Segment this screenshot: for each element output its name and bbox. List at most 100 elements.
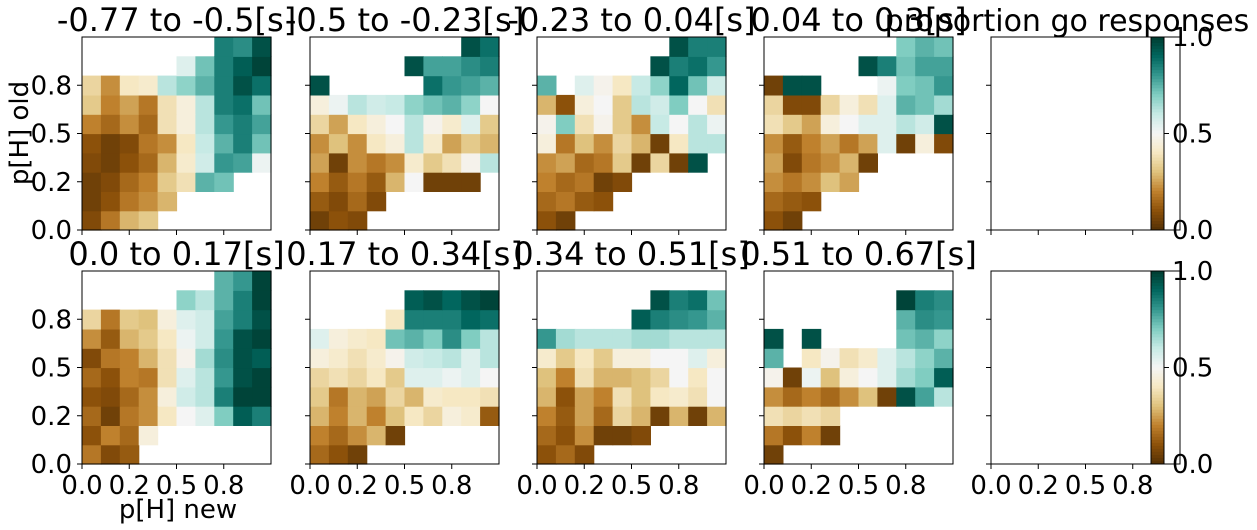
heatmap-cell bbox=[839, 367, 860, 388]
heatmap-cell bbox=[764, 425, 784, 446]
colorbar-segment bbox=[1151, 37, 1164, 41]
heatmap-cell bbox=[669, 56, 689, 77]
colorbar-segment bbox=[1151, 67, 1164, 71]
heatmap-cell bbox=[896, 348, 916, 369]
heatmap-cell bbox=[537, 94, 557, 115]
panel-title: 0.04 to 0.3[s] bbox=[750, 1, 966, 39]
heatmap-cell bbox=[631, 328, 651, 349]
heatmap-cell bbox=[138, 386, 159, 407]
colorbar-segment bbox=[1151, 61, 1164, 65]
heatmap-cell bbox=[100, 328, 121, 349]
heatmap-cell bbox=[480, 152, 500, 173]
heatmap-cell bbox=[782, 172, 803, 192]
heatmap-cell bbox=[688, 56, 708, 77]
heatmap-panel: 0.0 0.2 0.5 0.8 0.51 to 0.67[s] bbox=[740, 235, 977, 501]
x-tick-label: 0.2 bbox=[1018, 471, 1059, 501]
heatmap-cell bbox=[934, 114, 954, 135]
heatmap-cell bbox=[157, 367, 178, 388]
heatmap-cell bbox=[214, 348, 234, 369]
heatmap-cell bbox=[896, 56, 916, 77]
heatmap-cell bbox=[347, 328, 368, 349]
heatmap-cell bbox=[195, 172, 215, 192]
x-tick-label: 0.2 bbox=[337, 471, 378, 501]
heatmap-cell bbox=[915, 309, 935, 330]
heatmap-cell bbox=[801, 172, 822, 192]
heatmap-cell bbox=[119, 328, 140, 349]
heatmap-cell bbox=[612, 172, 633, 192]
heatmap-cell bbox=[631, 309, 651, 330]
heatmap-cell bbox=[366, 94, 387, 115]
heatmap-cell bbox=[934, 386, 954, 407]
heatmap-cell bbox=[707, 309, 727, 330]
heatmap-cell bbox=[404, 114, 424, 135]
heatmap-cell bbox=[782, 386, 803, 407]
heatmap-cell bbox=[480, 386, 500, 407]
heatmap-cell bbox=[896, 328, 916, 349]
y-tick-label: 0.8 bbox=[31, 305, 72, 335]
heatmap-cell bbox=[764, 328, 784, 349]
heatmap-cell bbox=[555, 152, 576, 173]
heatmap-cell bbox=[934, 309, 954, 330]
heatmap-cell bbox=[858, 152, 878, 173]
heatmap-cell bbox=[650, 309, 670, 330]
heatmap-cell bbox=[820, 367, 841, 388]
heatmap-cell bbox=[896, 94, 916, 115]
colorbar-segment bbox=[1151, 85, 1164, 89]
heatmap-cell bbox=[214, 328, 234, 349]
heatmap-cell bbox=[347, 172, 368, 192]
heatmap-cell bbox=[404, 348, 424, 369]
heatmap-cell bbox=[612, 425, 633, 446]
colorbar-segment bbox=[1151, 373, 1164, 378]
heatmap-cell bbox=[310, 386, 330, 407]
heatmap-cell bbox=[252, 309, 272, 330]
heatmap-cell bbox=[328, 210, 349, 231]
x-tick-label: 0.2 bbox=[564, 471, 605, 501]
heatmap-cell bbox=[138, 210, 159, 231]
heatmap-cell bbox=[688, 37, 708, 57]
heatmap-cell bbox=[423, 94, 443, 115]
heatmap-cell bbox=[934, 348, 954, 369]
heatmap-cell bbox=[328, 444, 349, 465]
heatmap-cell bbox=[233, 348, 253, 369]
heatmap-cell bbox=[612, 152, 633, 173]
heatmap-cell bbox=[176, 406, 196, 426]
heatmap-cell bbox=[195, 290, 215, 311]
heatmap-cell bbox=[347, 133, 368, 154]
colorbar-segment bbox=[1151, 445, 1164, 450]
heatmap-cell bbox=[82, 172, 102, 192]
colorbar-segment bbox=[1151, 322, 1164, 326]
heatmap-cell bbox=[915, 328, 935, 349]
heatmap-panel bbox=[986, 36, 1181, 235]
heatmap-cell bbox=[310, 133, 330, 154]
heatmap-cell bbox=[442, 152, 462, 173]
heatmap-cell bbox=[612, 133, 633, 154]
x-axis-label: p[H] new bbox=[119, 495, 237, 525]
heatmap-cell bbox=[176, 94, 196, 115]
colorbar-segment bbox=[1151, 298, 1164, 302]
colorbar-tick-label: 0.5 bbox=[1172, 354, 1213, 384]
heatmap-cell bbox=[461, 75, 481, 96]
heatmap-cell bbox=[461, 114, 481, 135]
x-tick-label: 0.8 bbox=[1112, 471, 1153, 501]
heatmap-cell bbox=[385, 425, 406, 446]
colorbar-segment bbox=[1151, 421, 1164, 426]
heatmap-cell bbox=[461, 56, 481, 77]
heatmap-cell bbox=[764, 406, 784, 426]
heatmap-cell bbox=[537, 114, 557, 135]
colorbar-segment bbox=[1151, 160, 1164, 165]
heatmap-cell bbox=[214, 56, 234, 77]
colorbar-segment bbox=[1151, 133, 1164, 138]
heatmap-cell bbox=[233, 114, 253, 135]
panel-title: 0.51 to 0.67[s] bbox=[740, 235, 977, 273]
heatmap-cell bbox=[366, 172, 387, 192]
heatmap-cell bbox=[764, 191, 784, 212]
heatmap-cell bbox=[233, 152, 253, 173]
colorbar-segment bbox=[1151, 436, 1164, 441]
heatmap-cell bbox=[574, 386, 595, 407]
heatmap-cell bbox=[574, 444, 595, 465]
heatmap-cell bbox=[328, 348, 349, 369]
colorbar-segment bbox=[1151, 319, 1164, 323]
heatmap-cell bbox=[195, 367, 215, 388]
heatmap-cell bbox=[214, 152, 234, 173]
heatmap-cell bbox=[650, 386, 670, 407]
